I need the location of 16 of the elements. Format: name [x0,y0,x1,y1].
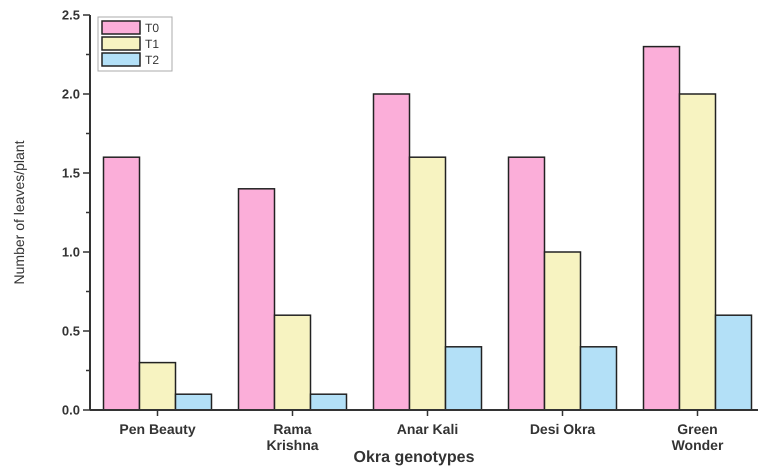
x-tick-label: Rama Krishna [266,421,319,453]
y-tick-label: 0.5 [62,324,80,339]
x-tick-label: Green Wonder [672,421,724,453]
y-tick-label: 1.0 [62,244,80,260]
y-tick-label: 2.5 [62,8,80,23]
x-tick-label: Desi Okra [530,421,596,437]
y-tick-label: 2.0 [62,86,80,102]
y-tick-label: 0.0 [62,402,80,418]
legend-label: T0 [145,21,160,36]
x-tick-label: Pen Beauty [119,421,196,437]
y-axis-title: Number of leaves/plant [11,140,27,284]
x-axis-title: Okra genotypes [354,449,475,466]
y-tick-label: 1.5 [62,166,80,181]
legend-label: T1 [145,37,160,52]
legend-label: T2 [145,53,160,68]
x-tick-label: Anar Kali [396,421,458,437]
